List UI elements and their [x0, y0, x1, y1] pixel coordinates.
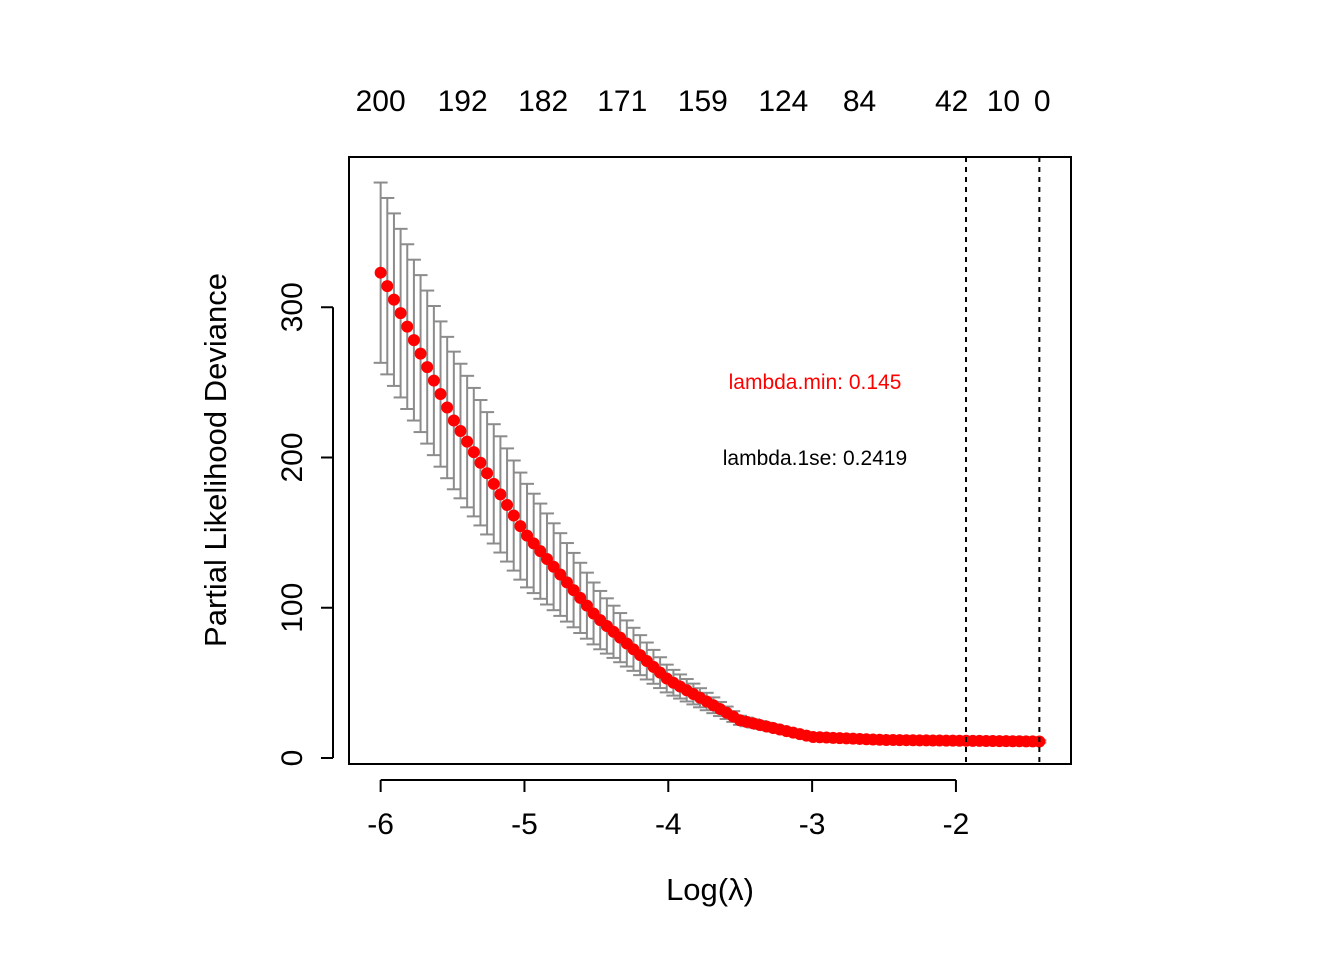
data-point: [567, 584, 580, 597]
x-tick-label: -4: [655, 808, 682, 841]
top-tick-label: 0: [1034, 85, 1051, 118]
data-point: [441, 401, 454, 414]
y-tick-label: 300: [276, 282, 309, 332]
top-tick-label: 182: [518, 85, 568, 118]
plot-frame: [348, 156, 1072, 765]
data-point: [374, 266, 387, 279]
data-point: [560, 576, 573, 589]
data-point: [501, 498, 514, 511]
data-point: [514, 520, 527, 533]
data-point: [414, 347, 427, 360]
data-point: [427, 374, 440, 387]
data-point: [407, 334, 420, 347]
data-point: [401, 320, 414, 333]
y-tick-label: 0: [276, 750, 309, 767]
x-tick-label: -6: [367, 808, 394, 841]
data-point: [387, 293, 400, 306]
x-tick-label: -3: [799, 808, 826, 841]
reference-lines-layer: [965, 157, 1041, 764]
top-tick-label: 159: [678, 85, 728, 118]
top-tick-label: 42: [935, 85, 968, 118]
top-tick-label: 200: [356, 85, 406, 118]
data-point: [554, 568, 567, 581]
data-point: [540, 552, 553, 565]
data-point: [527, 537, 540, 550]
data-point: [381, 280, 394, 293]
data-point: [461, 435, 474, 448]
data-point: [521, 529, 534, 542]
data-point: [487, 477, 500, 490]
data-point: [454, 425, 467, 438]
top-tick-label: 84: [843, 85, 876, 118]
data-point: [394, 307, 407, 320]
x-axis-label: Log(λ): [666, 872, 754, 907]
points-layer: [374, 266, 1046, 748]
x-tick-label: -5: [511, 808, 538, 841]
data-point: [534, 545, 547, 558]
data-point: [474, 456, 487, 469]
top-tick-label: 171: [597, 85, 647, 118]
data-point: [574, 591, 587, 604]
data-point: [547, 560, 560, 573]
y-axis-label: Partial Likelihood Deviance: [198, 273, 233, 647]
y-tick-label: 100: [276, 583, 309, 633]
lambda-min-annotation: lambda.min: 0.145: [729, 371, 902, 394]
x-tick-label: -2: [943, 808, 970, 841]
data-point: [447, 414, 460, 427]
x-axis: -6 -5 -4 -3 -2: [367, 779, 970, 841]
data-point: [467, 446, 480, 459]
lambda-1se-annotation: lambda.1se: 0.2419: [723, 447, 907, 470]
data-point: [580, 599, 593, 612]
top-tick-label: 124: [758, 85, 808, 118]
y-tick-label: 200: [276, 432, 309, 482]
data-point: [494, 488, 507, 501]
data-point: [421, 361, 434, 374]
top-axis: 200 192 182 171 159 124 84 42 10 0: [356, 85, 1051, 118]
y-axis: 0 100 200 300: [276, 282, 334, 767]
data-point: [481, 467, 494, 480]
top-tick-label: 10: [987, 85, 1020, 118]
data-point: [434, 388, 447, 401]
data-point: [507, 509, 520, 522]
top-tick-label: 192: [438, 85, 488, 118]
